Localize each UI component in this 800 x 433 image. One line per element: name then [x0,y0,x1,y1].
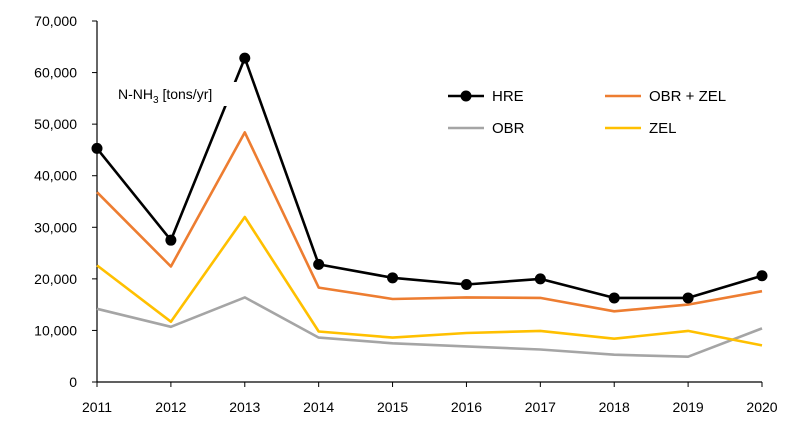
y-tick-labels: 0 10,000 20,000 30,000 40,000 50,000 60,000 70,… [34,13,77,390]
x-tick-label: 2011 [82,399,112,415]
x-tick-label: 2018 [599,399,630,415]
data-point-hre [387,272,399,284]
x-tick-labels: 2011 2012 2013 2014 2015 2016 2017 2018 2019 2020 [82,399,778,415]
data-point-hre [313,258,325,270]
y-axis-label: N-NH3 [tons/yr] [118,86,212,106]
series-line-zel [96,215,763,347]
ylabel-mask [110,82,248,106]
data-point-hre [165,234,177,246]
x-tick-label: 2013 [229,399,260,415]
data-point-hre [239,52,251,64]
y-tick-label: 0 [69,374,77,390]
series-line-obr-zel [96,131,763,313]
series-lines [91,52,768,359]
x-tick-label: 2012 [155,399,186,415]
legend-marker-hre [460,90,472,102]
series-line-hre [95,56,763,300]
axes [92,20,763,387]
legend-label-zel: ZEL [649,120,677,137]
data-point-hre [460,279,472,291]
x-tick-label: 2014 [303,399,334,415]
y-tick-label: 70,000 [34,13,77,29]
y-tick-label: 10,000 [34,322,77,338]
legend: HRE OBR + ZEL OBR ZEL [448,88,726,137]
series-line-obr [96,296,763,359]
x-tick-label: 2020 [746,399,777,415]
data-point-hre [534,273,546,285]
legend-label-obr-zel: OBR + ZEL [649,88,726,105]
data-point-hre [756,270,768,282]
y-tick-label: 60,000 [34,65,77,81]
data-point-hre [608,292,620,304]
y-tick-label: 50,000 [34,116,77,132]
x-tick-label: 2019 [673,399,704,415]
y-tick-label: 40,000 [34,168,77,184]
legend-label-obr: OBR [492,120,525,137]
y-tick-label: 20,000 [34,271,77,287]
x-tick-label: 2017 [525,399,556,415]
data-point-hre [682,292,694,304]
legend-label-hre: HRE [492,88,524,105]
y-tick-label: 30,000 [34,219,77,235]
x-tick-label: 2015 [377,399,408,415]
data-point-hre [91,142,103,154]
x-tick-label: 2016 [451,399,482,415]
